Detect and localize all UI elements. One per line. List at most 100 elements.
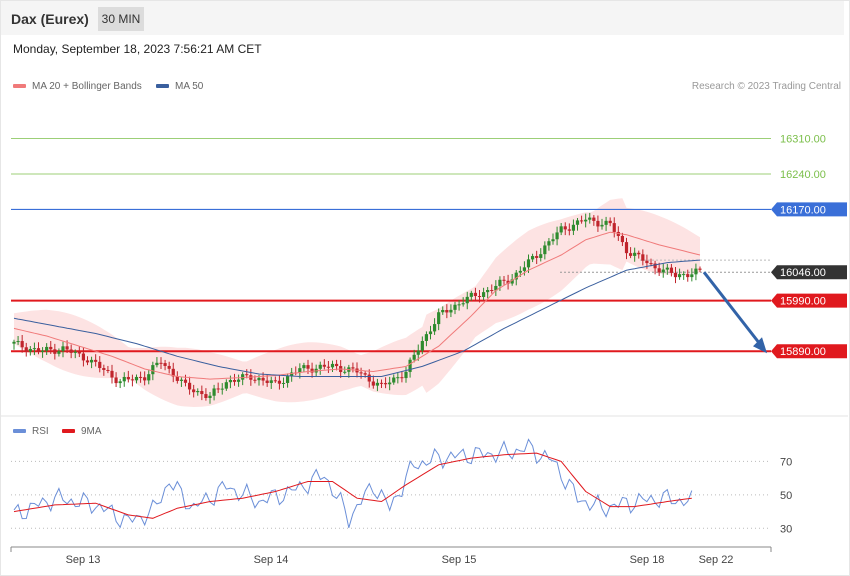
candle-body	[469, 292, 473, 297]
candle-body	[208, 395, 212, 398]
candle-body	[302, 365, 306, 369]
candle-body	[273, 380, 277, 382]
ma20-swatch	[13, 84, 26, 89]
candle-body	[498, 279, 502, 286]
candle-body	[510, 279, 514, 284]
candle-body	[281, 382, 286, 384]
chart-header: Dax (Eurex) 30 MIN	[1, 1, 844, 35]
candle-body	[412, 354, 416, 360]
candle-body	[298, 368, 302, 373]
candle-body	[563, 226, 567, 230]
rsi-ma-swatch	[62, 429, 75, 434]
candle-body	[134, 376, 139, 381]
candle-body	[628, 253, 633, 256]
candle-body	[522, 267, 527, 271]
candle-body	[220, 388, 224, 390]
candle-body	[490, 290, 494, 292]
timeframe-button[interactable]: 30 MIN	[98, 7, 144, 31]
x-tick-sep-13: Sep 13	[66, 554, 101, 566]
candle-body	[641, 254, 645, 261]
level-label-16046.00: 16046.00	[780, 267, 826, 279]
candle-body	[506, 280, 510, 284]
candle-body	[367, 374, 371, 382]
candle-body	[40, 350, 45, 352]
candle-body	[530, 256, 535, 260]
legend-ma50[interactable]: MA 50	[156, 81, 203, 92]
candle-body	[85, 360, 90, 363]
candle-body	[633, 252, 637, 256]
candle-body	[236, 379, 241, 382]
candle-body	[73, 351, 77, 353]
candle-body	[32, 348, 37, 350]
candle-body	[94, 359, 98, 362]
level-label-16240.00: 16240.00	[780, 169, 826, 181]
candle-body	[285, 376, 290, 383]
candle-body	[567, 229, 571, 231]
candle-body	[486, 290, 490, 293]
candle-body	[559, 226, 563, 233]
candle-body	[45, 346, 49, 351]
candle-body	[351, 367, 355, 369]
legend-rsi[interactable]: RSI	[13, 426, 49, 437]
candle-body	[449, 309, 453, 313]
candle-body	[682, 274, 686, 276]
level-tag-15890.00	[771, 344, 847, 359]
candle-body	[694, 268, 698, 275]
candle-body	[77, 351, 81, 354]
candle-body	[318, 364, 322, 369]
candle-body	[65, 346, 69, 350]
candle-body	[596, 220, 600, 227]
candle-body	[473, 292, 478, 297]
candle-body	[192, 389, 196, 393]
candle-body	[408, 359, 412, 372]
rsi-ma-line	[13, 452, 692, 519]
candle-body	[187, 382, 192, 390]
legend-ma20[interactable]: MA 20 + Bollinger Bands	[13, 81, 142, 92]
candle-body	[461, 303, 465, 305]
forecast-arrow	[702, 271, 766, 351]
candle-body	[677, 274, 682, 278]
candle-body	[424, 334, 429, 341]
candle-body	[592, 217, 596, 221]
candle-body	[579, 220, 584, 222]
candle-body	[620, 235, 625, 243]
candle-body	[232, 379, 237, 382]
candle-body	[253, 379, 257, 381]
rsi-pane: 70 50 30	[11, 438, 792, 535]
candle-body	[481, 292, 486, 297]
timestamp: Monday, September 18, 2023 7:56:21 AM CE…	[13, 42, 262, 56]
candle-body	[28, 348, 32, 352]
candle-body	[428, 331, 433, 335]
candle-body	[555, 232, 559, 240]
level-tag-15990.00	[771, 293, 847, 308]
candle-body	[110, 370, 114, 378]
candle-body	[265, 380, 269, 383]
candle-body	[698, 268, 702, 270]
bollinger-band	[14, 198, 700, 407]
candle-body	[167, 365, 171, 369]
candle-body	[514, 272, 518, 280]
candle-body	[404, 371, 408, 379]
x-tick-sep-14: Sep 14	[254, 554, 289, 566]
candle-body	[151, 365, 155, 375]
x-axis: Sep 13 Sep 14 Sep 15 Sep 18 Sep 22	[10, 546, 772, 566]
candle-body	[604, 220, 608, 225]
candle-body	[518, 270, 522, 273]
candle-body	[379, 382, 384, 384]
rsi-swatch	[13, 429, 26, 434]
candle-body	[673, 272, 678, 278]
candle-body	[612, 223, 616, 232]
candle-body	[445, 309, 449, 313]
candle-body	[330, 363, 335, 368]
candle-body	[277, 380, 282, 384]
legend-rsi-ma[interactable]: 9MA	[62, 426, 102, 437]
level-tag-16170.00	[771, 202, 847, 217]
candle-body	[432, 324, 437, 332]
candle-body	[261, 377, 265, 381]
candle-body	[359, 372, 363, 374]
candle-body	[126, 376, 130, 380]
rsi-tick-70: 70	[780, 456, 792, 468]
ma50-swatch	[156, 84, 169, 89]
level-label-15890.00: 15890.00	[780, 346, 826, 358]
